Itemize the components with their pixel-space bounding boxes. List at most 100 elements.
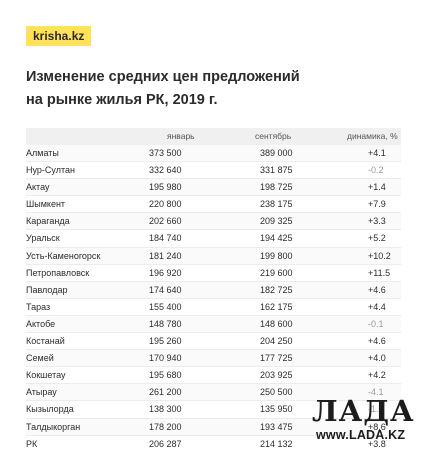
- january-cell: 174 640: [149, 284, 182, 295]
- dynamics-cell: +10.2: [368, 250, 391, 261]
- table-row: Талдыкорган 178 200 193 475 +8.6: [26, 418, 401, 436]
- dynamics-cell: +1.4: [368, 182, 386, 193]
- title-line-1: Изменение средних цен предложений: [26, 69, 300, 85]
- september-cell: 204 250: [260, 336, 293, 347]
- january-cell: 206 287: [149, 438, 182, 449]
- september-cell: 182 725: [260, 284, 293, 295]
- january-cell: 148 780: [149, 318, 182, 329]
- city-cell: Нур-Султан: [26, 165, 75, 176]
- dynamics-cell: +4.6: [368, 336, 386, 347]
- january-cell: 178 200: [149, 421, 182, 432]
- september-cell: 331 875: [260, 165, 293, 176]
- january-cell: 202 660: [149, 216, 182, 227]
- table-row: Уральск 184 740 194 425 +5.2: [26, 230, 401, 248]
- dynamics-cell: -4.1: [368, 387, 384, 398]
- dynamics-cell: +4.2: [368, 370, 386, 381]
- city-cell: Кокшетау: [26, 370, 66, 381]
- dynamics-cell: +3.8: [368, 438, 386, 449]
- september-cell: 194 425: [260, 233, 293, 244]
- september-cell: 193 475: [260, 421, 293, 432]
- city-cell: РК: [26, 438, 38, 449]
- city-cell: Павлодар: [26, 284, 68, 295]
- table-row: Нур-Султан 332 640 331 875 -0.2: [26, 162, 401, 180]
- september-cell: 177 725: [260, 353, 293, 364]
- header-january: январь: [167, 131, 195, 141]
- september-cell: 209 325: [260, 216, 293, 227]
- dynamics-cell: +4.1: [368, 148, 386, 158]
- dynamics-cell: -1.7: [368, 404, 384, 415]
- table-header: январь сентябрь динамика, %: [26, 128, 401, 145]
- january-cell: 220 800: [149, 199, 182, 210]
- city-cell: Атырау: [26, 387, 57, 398]
- dynamics-cell: -0.2: [368, 165, 384, 176]
- january-cell: 195 680: [149, 370, 182, 381]
- table-row: Усть-Каменогорск 181 240 199 800 +10.2: [26, 247, 401, 265]
- city-cell: Актау: [26, 182, 50, 193]
- table-row: Семей 170 940 177 725 +4.0: [26, 350, 401, 368]
- table-row: Атырау 261 200 250 500 -4.1: [26, 384, 401, 402]
- table-row: Шымкент 220 800 238 175 +7.9: [26, 196, 401, 214]
- watermark-logo: ЛАДА: [312, 394, 415, 428]
- table-row: Кызылорда 138 300 135 950 -1.7: [26, 401, 401, 419]
- september-cell: 199 800: [260, 250, 293, 261]
- table-row: Караганда 202 660 209 325 +3.3: [26, 213, 401, 231]
- dynamics-cell: +11.5: [368, 267, 391, 278]
- september-cell: 203 925: [260, 370, 293, 381]
- dynamics-cell: -0.1: [368, 318, 384, 329]
- table-row: Петропавловск 196 920 219 600 +11.5: [26, 265, 401, 282]
- table-row: Кокшетау 195 680 203 925 +4.2: [26, 367, 401, 385]
- january-cell: 155 400: [149, 301, 182, 312]
- dynamics-cell: +4.4: [368, 301, 386, 312]
- table-row: Тараз 155 400 162 175 +4.4: [26, 299, 401, 316]
- january-cell: 196 920: [149, 267, 182, 278]
- january-cell: 138 300: [149, 404, 182, 415]
- january-cell: 261 200: [149, 387, 182, 398]
- city-cell: Актобе: [26, 318, 56, 329]
- city-cell: Усть-Каменогорск: [26, 250, 101, 261]
- table-row: Павлодар 174 640 182 725 +4.6: [26, 281, 401, 299]
- city-cell: Семей: [26, 353, 54, 364]
- dynamics-cell: +3.3: [368, 216, 386, 227]
- watermark-url: www.LADA.KZ: [316, 428, 406, 442]
- table-row: Костанай 195 260 204 250 +4.6: [26, 333, 401, 351]
- table-row: Актау 195 980 198 725 +1.4: [26, 179, 401, 197]
- price-table: январь сентябрь динамика, % Алматы 373 50…: [26, 128, 401, 450]
- september-cell: 219 600: [260, 267, 293, 278]
- city-cell: Караганда: [26, 216, 70, 227]
- january-cell: 195 980: [149, 182, 182, 193]
- city-cell: Шымкент: [26, 199, 66, 210]
- city-cell: Петропавловск: [26, 267, 90, 278]
- dynamics-cell: +7.9: [368, 199, 386, 210]
- january-cell: 195 260: [149, 336, 182, 347]
- table-row: Актобе 148 780 148 600 -0.1: [26, 315, 401, 334]
- january-cell: 332 640: [149, 165, 182, 176]
- september-cell: 238 175: [260, 199, 293, 210]
- september-cell: 198 725: [260, 182, 293, 193]
- january-cell: 373 500: [149, 148, 182, 158]
- city-cell: Кызылорда: [26, 404, 74, 415]
- table-row: Алматы 373 500 389 000 +4.1: [26, 145, 401, 163]
- chart-title: Изменение средних цен предложений на рын…: [26, 66, 406, 112]
- city-cell: Костанай: [26, 336, 65, 347]
- september-cell: 214 132: [260, 438, 293, 449]
- january-cell: 170 940: [149, 353, 182, 364]
- dynamics-cell: +4.6: [368, 284, 386, 295]
- september-cell: 148 600: [260, 318, 293, 329]
- brand-badge: krisha.kz: [26, 26, 92, 46]
- january-cell: 184 740: [149, 233, 182, 244]
- dynamics-cell: +4.0: [368, 353, 386, 364]
- table-row: РК 206 287 214 132 +3.8: [26, 436, 401, 450]
- january-cell: 181 240: [149, 250, 182, 261]
- header-september: сентябрь: [255, 131, 292, 141]
- city-cell: Талдыкорган: [26, 421, 81, 432]
- city-cell: Уральск: [26, 233, 60, 244]
- september-cell: 389 000: [260, 148, 293, 158]
- september-cell: 250 500: [260, 387, 293, 398]
- dynamics-cell: +8.6: [368, 421, 386, 432]
- city-cell: Тараз: [26, 301, 51, 312]
- september-cell: 162 175: [260, 301, 293, 312]
- header-dynamics: динамика, %: [347, 131, 398, 141]
- lada-watermark: ЛАДА www.LADA.KZ: [312, 394, 424, 448]
- title-line-2: на рынке жилья РК, 2019 г.: [26, 92, 218, 108]
